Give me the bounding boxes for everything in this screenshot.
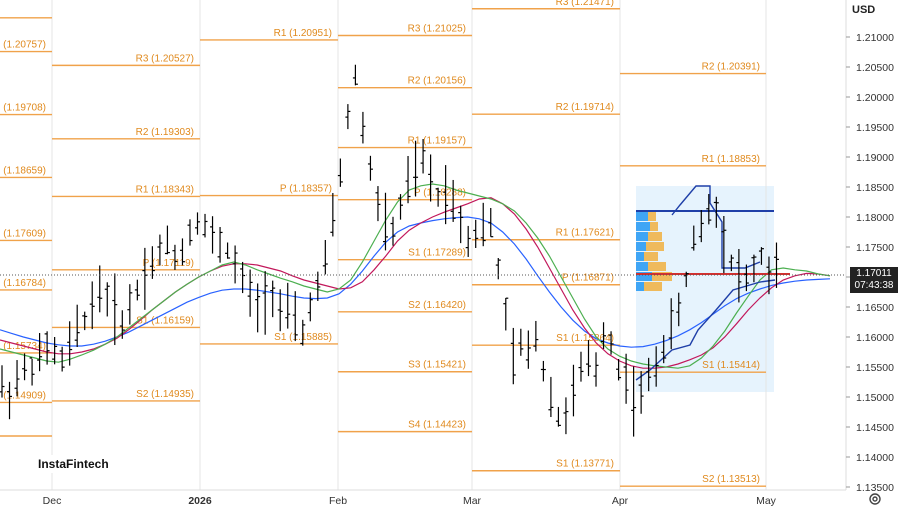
- price-tick-label: 1.20000: [856, 92, 894, 104]
- settings-gear-icon[interactable]: [868, 492, 882, 506]
- pivot-level-label: P (1.18288): [414, 188, 466, 199]
- time-tick-label: May: [756, 495, 777, 507]
- price-tick-label: 1.15500: [856, 362, 894, 374]
- time-tick-label: 2026: [188, 495, 212, 507]
- time-tick-label: Feb: [329, 495, 347, 507]
- price-tick-label: 1.17500: [856, 242, 894, 254]
- pivot-level-label: R1 (1.18343): [136, 184, 194, 195]
- vertical-gridlines: [51, 0, 767, 490]
- volume-profile: [636, 212, 672, 291]
- pivot-level-label: R1 (1.17621): [556, 228, 614, 239]
- pivot-levels: R1 (1.20757) (1.19708) (1.18659) (1.17609) (…: [0, 0, 766, 487]
- price-tick-label: 1.18500: [856, 182, 894, 194]
- price-tick-label: 1.18000: [856, 212, 894, 224]
- time-axis[interactable]: Dec 2026 Feb Mar Apr May: [43, 495, 777, 507]
- pivot-level-label: S2 (1.14935): [136, 389, 194, 400]
- volume-profile-bar: [648, 232, 662, 241]
- pivot-level-label: R1 (1.18853): [702, 154, 760, 165]
- volume-profile-bar: [636, 212, 648, 221]
- current-price-value: 1.17011: [856, 268, 892, 279]
- volume-profile-bar: [646, 242, 664, 251]
- volume-profile-bar: [644, 252, 658, 261]
- volume-profile-bar: [652, 272, 672, 281]
- volume-profile-bar: [636, 262, 648, 271]
- price-tick-label: 1.14000: [856, 452, 894, 464]
- pivot-level-label: P (1.16871): [562, 273, 614, 284]
- moving-average-slow: [0, 216, 831, 348]
- price-tick-label: 1.16500: [856, 302, 894, 314]
- brand-logo: InstaFintech: [34, 455, 113, 473]
- range-channel-upper: [671, 185, 761, 269]
- pivot-level-label: (1.18659): [3, 165, 46, 176]
- price-tick-label: 1.13500: [856, 482, 894, 494]
- pivot-level-label: S1 (1.13771): [556, 459, 614, 470]
- pivot-level-label: P (1.17119): [143, 258, 194, 269]
- pivot-level-label: S3 (1.15421): [408, 360, 466, 371]
- pivot-level-label: (1.19708): [3, 103, 46, 114]
- pivot-level-label: R2 (1.19714): [556, 102, 614, 113]
- pivot-level-label: S2 (1.13513): [702, 474, 760, 485]
- price-tick-label: 1.19000: [856, 152, 894, 164]
- pivot-level-label: S1 (1.17289): [408, 248, 466, 259]
- price-tick-label: 1.21000: [856, 32, 894, 44]
- time-tick-label: Apr: [612, 495, 629, 507]
- volume-profile-bar: [636, 272, 652, 281]
- volume-profile-bar: [648, 212, 656, 221]
- currency-label[interactable]: USD: [852, 4, 876, 16]
- pivot-level-label: R3 (1.20527): [136, 53, 194, 64]
- price-tick-label: 1.16000: [856, 332, 894, 344]
- price-tick-label: 1.19500: [856, 122, 894, 134]
- volume-profile-bar: [636, 222, 650, 231]
- volume-profile-bar: [648, 262, 666, 271]
- pivot-level-label: S2 (1.16420): [408, 300, 466, 311]
- moving-average-mid: [0, 197, 831, 369]
- range-channel-lower: [635, 279, 776, 381]
- pivot-level-label: S1 (1.16159): [136, 315, 194, 326]
- pivot-level-label: R2 (1.20156): [408, 76, 466, 87]
- pivot-level-label: R3 (1.21471): [556, 0, 614, 8]
- pivot-level-label: R1 (1.20951): [274, 28, 332, 39]
- pivot-level-label: R1 (1.20757): [0, 40, 46, 51]
- pivot-level-label: R3 (1.21025): [408, 24, 466, 35]
- volume-profile-bar: [636, 242, 646, 251]
- volume-profile-bar: [636, 282, 644, 291]
- price-axis[interactable]: 1.21000 1.20500 1.20000 1.19500 1.19000 1.185…: [846, 32, 894, 494]
- pivot-level-label: P (1.18357): [280, 184, 332, 195]
- pivot-level-label: (1.14909): [3, 390, 46, 401]
- volume-profile-bar: [636, 252, 644, 261]
- pivot-level-label: (1.16784): [3, 278, 46, 289]
- price-bars: [0, 64, 779, 437]
- price-tick-label: 1.20500: [856, 62, 894, 74]
- current-price-tag: 1.17011 07:43:38: [850, 267, 898, 293]
- volume-profile-bar: [650, 222, 658, 231]
- candle-countdown: 07:43:38: [854, 280, 894, 291]
- time-tick-label: Mar: [463, 495, 482, 507]
- volume-profile-bar: [644, 282, 662, 291]
- time-tick-label: Dec: [43, 495, 62, 507]
- volume-profile-bar: [636, 232, 648, 241]
- pivot-level-label: R2 (1.20391): [702, 62, 760, 73]
- price-tick-label: 1.14500: [856, 422, 894, 434]
- price-tick-label: 1.15000: [856, 392, 894, 404]
- pivot-level-label: R1 (1.19157): [408, 136, 466, 147]
- pivot-level-label: (1.17609): [3, 228, 46, 239]
- pivot-level-label: S4 (1.14423): [408, 420, 466, 431]
- pivot-level-label: S1 (1.15414): [702, 360, 760, 371]
- pivot-level-label: R2 (1.19303): [136, 127, 194, 138]
- pivot-level-label: S1 (1.15864): [556, 333, 614, 344]
- range-boxes: [635, 185, 790, 381]
